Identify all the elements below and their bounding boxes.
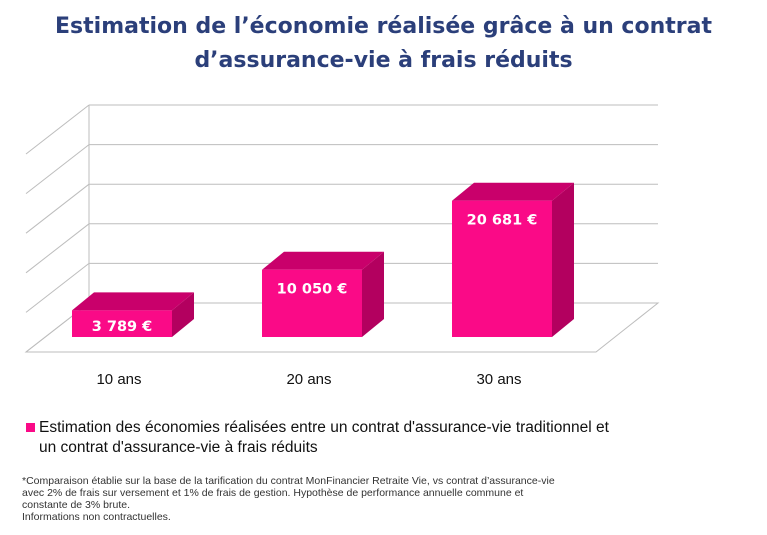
bar-chart: 3 789 € 10 050 € 20 681 € 10 ans 20 ans 30 a… [24,104,660,388]
gridline-diagonal [25,223,90,274]
data-label: 10 050 € [277,282,348,298]
bar-front [72,310,172,337]
legend-swatch [26,423,35,432]
legend-label: Estimation des économies réalisées entre… [39,419,609,456]
data-label: 20 681 € [467,213,538,229]
chart-floor [24,302,660,353]
x-tick-label: 30 ans [476,371,521,388]
x-tick-label: 10 ans [96,371,141,388]
legend: Estimation des économies réalisées entre… [26,418,626,458]
gridline-diagonal [25,183,90,234]
footnote-line-3: constante de 3% brute. [22,499,130,511]
bar-top [262,251,384,270]
gridline-diagonal [25,144,90,194]
footnote-line-2: avec 2% de frais sur versement et 1% de … [22,487,524,499]
bar-top [452,182,574,201]
footnote: *Comparaison établie sur la base de la t… [22,475,606,523]
x-tick-label: 20 ans [286,371,331,388]
bar-side [362,251,384,337]
floor-outline [24,302,660,353]
gridline-diagonal [25,104,90,155]
bar-top [72,292,194,311]
bar-front [262,269,362,337]
data-label: 3 789 € [92,319,153,335]
bars: 3 789 € 10 050 € 20 681 € [72,182,574,337]
gridline-diagonal [25,263,90,313]
bar: 20 681 € [452,182,574,337]
bar: 10 050 € [262,251,384,337]
bar-side [552,182,574,337]
bar: 3 789 € [72,292,194,337]
footnote-line-4: Informations non contractuelles. [22,511,171,523]
x-axis-labels: 10 ans 20 ans 30 ans [96,371,521,388]
footnote-line-1: *Comparaison établie sur la base de la t… [22,475,555,487]
bar-front [452,200,552,337]
chart-title: Estimation de l’économie réalisée grâce … [55,14,712,73]
bar-side [172,292,194,337]
